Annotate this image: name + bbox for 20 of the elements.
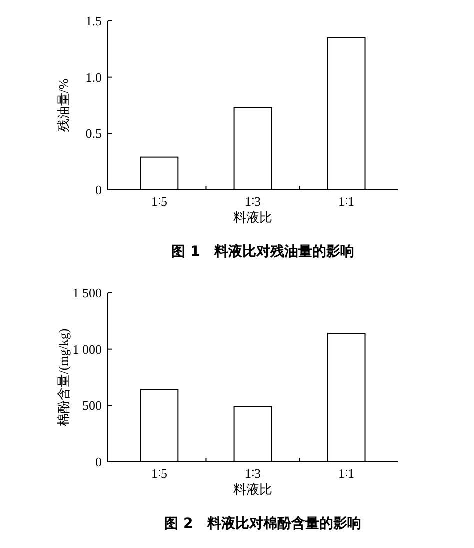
x-tick-label: 1∶5 <box>151 466 168 481</box>
y-tick-label: 1 000 <box>72 342 102 357</box>
x-tick-label: 1∶3 <box>245 466 261 481</box>
x-tick-label: 1∶5 <box>151 194 168 209</box>
y-axis-title: 棉酚含量/(mg/kg) <box>56 328 71 426</box>
y-tick-label: 500 <box>82 398 102 414</box>
text: 图 1 料液比对残油量的影响 <box>172 243 354 260</box>
x-axis-title: 料液比 <box>234 210 272 225</box>
x-axis-title: 料液比 <box>234 482 272 497</box>
y-tick-label: 0 <box>96 454 102 470</box>
x-tick-label: 1∶1 <box>338 194 355 209</box>
x-tick-label: 1∶1 <box>338 466 355 481</box>
y-tick-label: 0 <box>96 182 102 198</box>
y-tick-label: 1.0 <box>86 70 102 85</box>
y-tick-label: 1 500 <box>72 286 102 301</box>
y-tick-label: 0.5 <box>86 126 102 142</box>
y-axis-title: 残油量/% <box>56 78 71 132</box>
y-tick-label: 1.5 <box>86 14 102 29</box>
text: 图 2 料液比对棉酚含量的影响 <box>164 515 362 532</box>
x-tick-label: 1∶3 <box>245 194 261 209</box>
